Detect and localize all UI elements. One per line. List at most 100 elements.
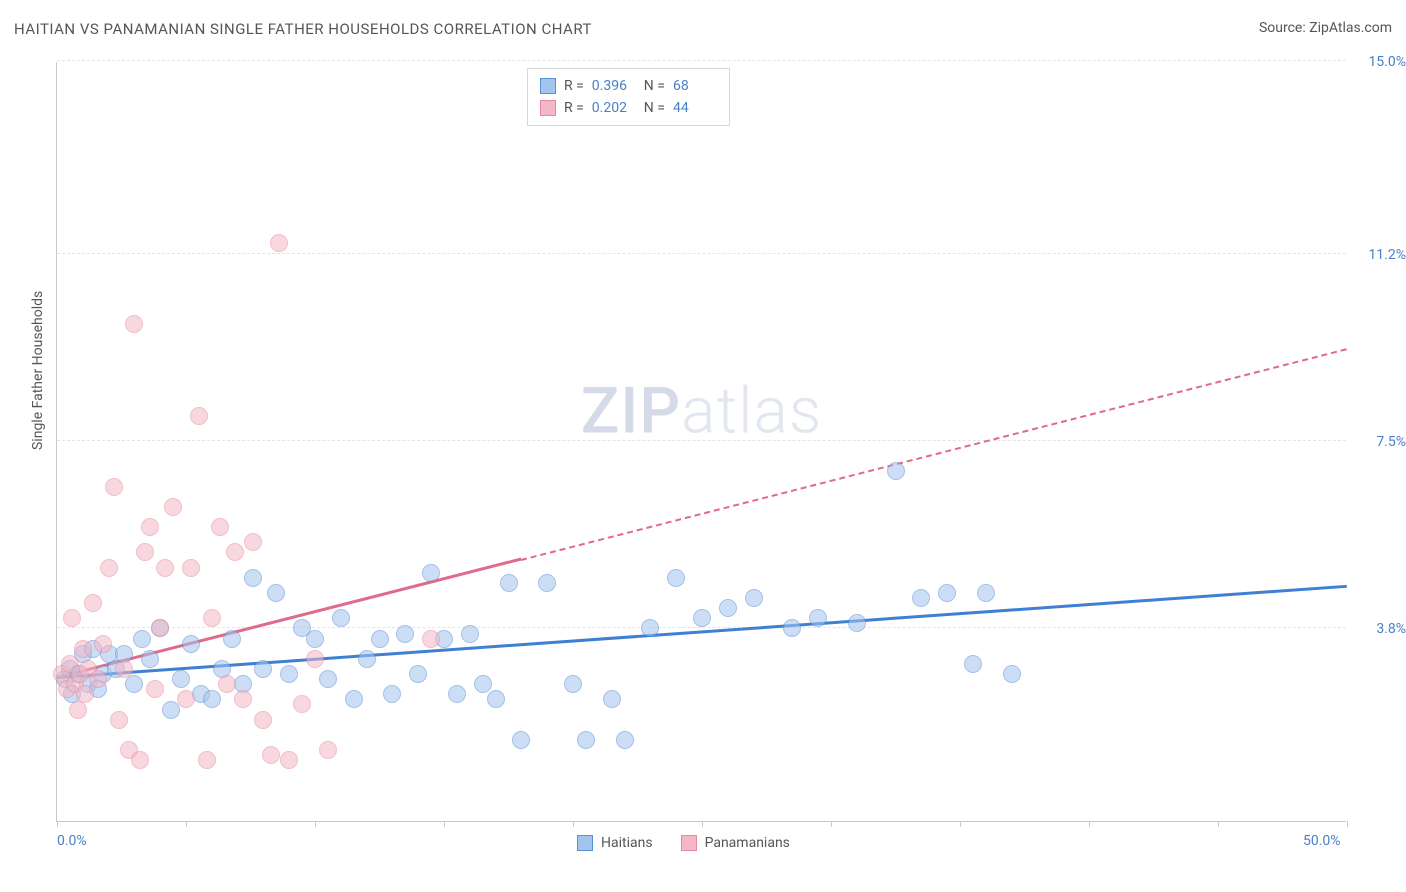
legend-correlation-box: R =0.396N =68R =0.202N =44 bbox=[527, 68, 730, 126]
data-point-haitians bbox=[745, 589, 763, 607]
data-point-panamanians bbox=[63, 609, 81, 627]
data-point-panamanians bbox=[234, 690, 252, 708]
data-point-haitians bbox=[693, 609, 711, 627]
data-point-panamanians bbox=[319, 741, 337, 759]
legend-series-item: Haitians bbox=[577, 835, 653, 851]
data-point-panamanians bbox=[211, 518, 229, 536]
data-point-haitians bbox=[172, 670, 190, 688]
data-point-haitians bbox=[603, 690, 621, 708]
data-point-haitians bbox=[783, 619, 801, 637]
data-point-panamanians bbox=[280, 751, 298, 769]
x-tick bbox=[1089, 821, 1090, 827]
data-point-panamanians bbox=[115, 660, 133, 678]
data-point-panamanians bbox=[182, 559, 200, 577]
trend-line-haitians bbox=[57, 585, 1347, 679]
data-point-haitians bbox=[912, 589, 930, 607]
data-point-panamanians bbox=[218, 675, 236, 693]
data-point-panamanians bbox=[293, 695, 311, 713]
data-point-haitians bbox=[358, 650, 376, 668]
data-point-haitians bbox=[409, 665, 427, 683]
data-point-haitians bbox=[244, 569, 262, 587]
x-tick-label: 0.0% bbox=[57, 833, 87, 849]
x-tick bbox=[831, 821, 832, 827]
data-point-haitians bbox=[887, 462, 905, 480]
data-point-haitians bbox=[500, 574, 518, 592]
y-axis-label: Single Father Households bbox=[30, 291, 46, 450]
data-point-haitians bbox=[383, 685, 401, 703]
data-point-panamanians bbox=[131, 751, 149, 769]
data-point-panamanians bbox=[105, 478, 123, 496]
data-point-panamanians bbox=[203, 609, 221, 627]
x-tick bbox=[186, 821, 187, 827]
data-point-panamanians bbox=[100, 559, 118, 577]
legend-series-label: Panamanians bbox=[705, 835, 790, 851]
data-point-haitians bbox=[938, 584, 956, 602]
data-point-haitians bbox=[371, 630, 389, 648]
x-tick bbox=[1218, 821, 1219, 827]
legend-stats-row: R =0.202N =44 bbox=[540, 97, 717, 119]
x-tick bbox=[57, 821, 58, 827]
y-tick-label: 11.2% bbox=[1368, 247, 1406, 263]
source-attribution: Source: ZipAtlas.com bbox=[1259, 20, 1392, 36]
data-point-panamanians bbox=[422, 630, 440, 648]
data-point-panamanians bbox=[262, 746, 280, 764]
data-point-panamanians bbox=[254, 711, 272, 729]
y-tick-label: 7.5% bbox=[1376, 434, 1406, 450]
data-point-haitians bbox=[616, 731, 634, 749]
data-point-haitians bbox=[964, 655, 982, 673]
data-point-panamanians bbox=[94, 635, 112, 653]
data-point-panamanians bbox=[76, 685, 94, 703]
data-point-haitians bbox=[641, 619, 659, 637]
legend-n-value: 68 bbox=[673, 78, 717, 94]
data-point-panamanians bbox=[156, 559, 174, 577]
data-point-haitians bbox=[306, 630, 324, 648]
data-point-haitians bbox=[223, 630, 241, 648]
data-point-haitians bbox=[345, 690, 363, 708]
data-point-haitians bbox=[461, 625, 479, 643]
data-point-haitians bbox=[141, 650, 159, 668]
data-point-panamanians bbox=[74, 640, 92, 658]
data-point-panamanians bbox=[244, 533, 262, 551]
data-point-haitians bbox=[487, 690, 505, 708]
data-point-haitians bbox=[125, 675, 143, 693]
data-point-haitians bbox=[577, 731, 595, 749]
data-point-haitians bbox=[133, 630, 151, 648]
x-tick bbox=[444, 821, 445, 827]
y-tick-label: 15.0% bbox=[1368, 54, 1406, 70]
data-point-haitians bbox=[512, 731, 530, 749]
legend-r-value: 0.202 bbox=[592, 100, 636, 116]
legend-swatch bbox=[681, 835, 697, 851]
data-point-haitians bbox=[267, 584, 285, 602]
data-point-panamanians bbox=[190, 407, 208, 425]
legend-n-value: 44 bbox=[673, 100, 717, 116]
scatter-plot-area: ZIPatlas R =0.396N =68R =0.202N =44 Hait… bbox=[56, 62, 1346, 822]
legend-series-item: Panamanians bbox=[681, 835, 790, 851]
watermark: ZIPatlas bbox=[581, 374, 823, 449]
data-point-panamanians bbox=[151, 619, 169, 637]
data-point-haitians bbox=[809, 609, 827, 627]
data-point-haitians bbox=[848, 614, 866, 632]
data-point-panamanians bbox=[270, 234, 288, 252]
data-point-haitians bbox=[332, 609, 350, 627]
data-point-panamanians bbox=[226, 543, 244, 561]
x-tick bbox=[1347, 821, 1348, 827]
data-point-panamanians bbox=[177, 690, 195, 708]
data-point-haitians bbox=[448, 685, 466, 703]
gridline bbox=[57, 60, 1346, 61]
legend-swatch bbox=[540, 78, 556, 94]
data-point-panamanians bbox=[89, 670, 107, 688]
data-point-panamanians bbox=[198, 751, 216, 769]
legend-r-label: R = bbox=[564, 78, 584, 94]
legend-n-label: N = bbox=[644, 78, 665, 94]
data-point-panamanians bbox=[84, 594, 102, 612]
gridline bbox=[57, 440, 1346, 441]
data-point-haitians bbox=[667, 569, 685, 587]
y-tick-label: 3.8% bbox=[1376, 621, 1406, 637]
data-point-panamanians bbox=[125, 315, 143, 333]
data-point-haitians bbox=[162, 701, 180, 719]
trend-line-dashed-panamanians bbox=[521, 348, 1347, 561]
data-point-haitians bbox=[319, 670, 337, 688]
legend-series-label: Haitians bbox=[601, 835, 653, 851]
x-tick bbox=[960, 821, 961, 827]
data-point-haitians bbox=[203, 690, 221, 708]
